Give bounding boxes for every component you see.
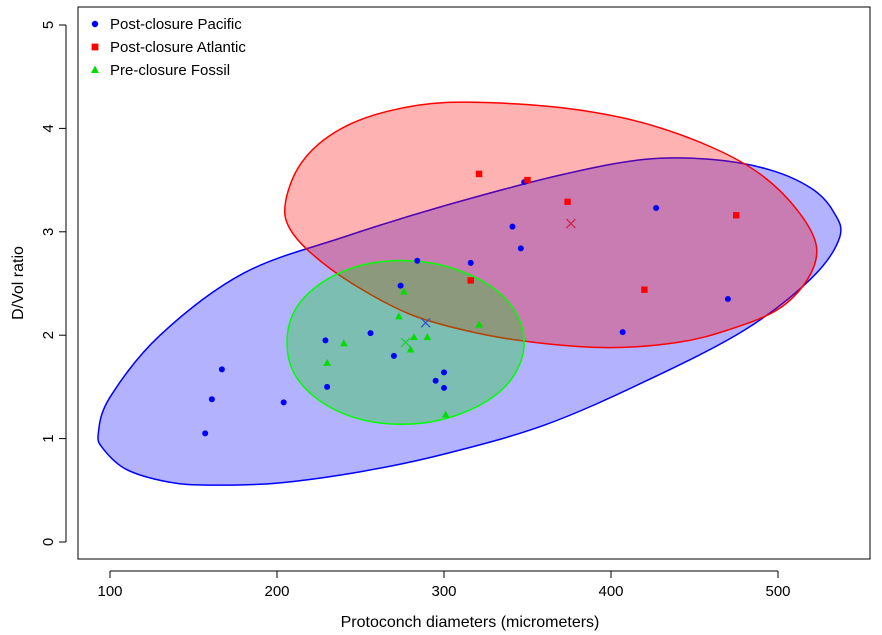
- y-axis: 0 1 2 3 4 5: [40, 21, 67, 546]
- point-pacific: [218, 366, 225, 373]
- y-tick-label: 5: [40, 21, 57, 29]
- point-fossil: [475, 320, 483, 328]
- y-tick-label: 1: [40, 434, 57, 442]
- point-fossil: [340, 339, 348, 347]
- point-fossil: [400, 287, 408, 295]
- point-pacific: [324, 383, 331, 390]
- point-pacific: [467, 259, 474, 266]
- centroid-stroke: [400, 337, 411, 348]
- centroid-stroke: [420, 317, 431, 328]
- x-tick-label: 200: [264, 583, 289, 600]
- point-pacific: [208, 396, 215, 403]
- y-tick-label: 2: [40, 331, 57, 339]
- point-atlantic: [564, 198, 571, 206]
- centroid-markers: [400, 218, 576, 348]
- legend-item-post-closure-atlantic: Post-closure Atlantic: [91, 39, 246, 56]
- legend-label: Post-closure Atlantic: [110, 39, 246, 56]
- legend-marker-square: [91, 43, 99, 51]
- point-atlantic: [733, 212, 740, 219]
- point-pacific: [432, 377, 439, 384]
- point-pacific: [397, 282, 404, 289]
- centroid-post-closure-atlantic: [565, 218, 576, 229]
- point-fossil: [410, 333, 418, 341]
- legend-marker-triangle: [91, 65, 99, 73]
- point-pacific: [517, 245, 524, 252]
- point-fossil: [441, 410, 450, 418]
- legend-label: Post-closure Pacific: [110, 16, 242, 33]
- data-points: [202, 170, 740, 437]
- x-axis: 100 200 300 400 500: [97, 570, 791, 600]
- point-fossil: [423, 333, 432, 341]
- point-fossil: [406, 345, 415, 353]
- point-atlantic: [475, 170, 483, 178]
- x-tick-label: 300: [431, 583, 456, 600]
- y-tick-label: 3: [40, 228, 57, 236]
- legend-item-pre-closure-fossil: Pre-closure Fossil: [91, 62, 230, 79]
- point-pacific: [322, 337, 329, 344]
- point-pacific: [414, 257, 421, 264]
- y-axis-label: D/Vol ratio: [10, 246, 27, 320]
- centroid-pre-closure-fossil: [400, 337, 411, 348]
- legend: Post-closure Pacific Post-closure Atlanti…: [91, 16, 246, 79]
- point-pacific: [280, 399, 287, 406]
- point-atlantic: [641, 286, 648, 293]
- legend-item-post-closure-pacific: Post-closure Pacific: [91, 16, 242, 33]
- point-atlantic: [467, 277, 474, 284]
- legend-label: Pre-closure Fossil: [110, 62, 230, 79]
- x-tick-label: 400: [598, 583, 623, 600]
- y-tick-label: 4: [40, 124, 57, 132]
- x-axis-label: Protoconch diameters (micrometers): [341, 614, 600, 631]
- plot-frame: [77, 6, 871, 560]
- x-tick-label: 100: [97, 583, 122, 600]
- point-fossil: [395, 312, 403, 320]
- x-tick-label: 500: [765, 583, 790, 600]
- point-pacific: [367, 330, 374, 337]
- confidence-ellipses: [97, 101, 842, 486]
- centroid-post-closure-pacific: [420, 317, 431, 328]
- point-pacific: [509, 223, 516, 230]
- point-pacific: [724, 296, 731, 303]
- point-pacific: [390, 352, 397, 359]
- legend-marker-circle: [91, 20, 99, 28]
- centroid-stroke: [565, 218, 576, 229]
- point-pacific: [619, 329, 626, 336]
- point-fossil: [323, 358, 331, 366]
- y-tick-label: 0: [40, 538, 57, 546]
- point-pacific: [441, 384, 447, 391]
- point-atlantic: [524, 176, 531, 184]
- point-pacific: [202, 430, 209, 437]
- point-pacific: [653, 205, 660, 212]
- point-pacific: [441, 369, 447, 376]
- ellipse-post-closure-atlantic: [283, 101, 818, 349]
